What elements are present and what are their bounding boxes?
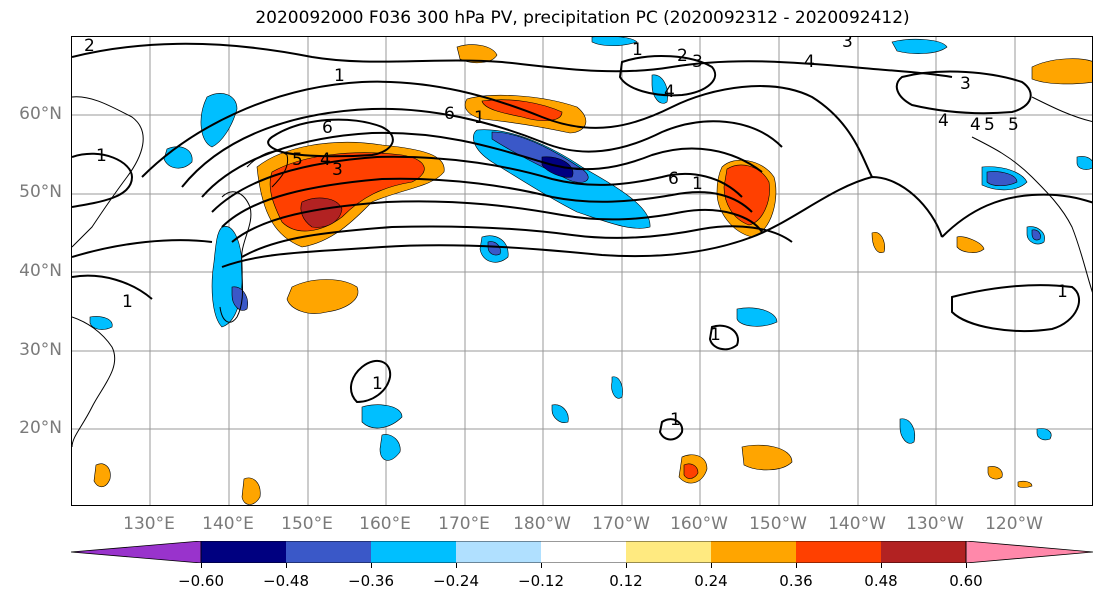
contour-label: 2 <box>84 37 95 56</box>
cbar-tickmark <box>966 563 967 568</box>
contour-label: 1 <box>1057 282 1068 302</box>
contour-label: 1 <box>96 146 107 166</box>
lat-label-50n: 50°N <box>19 182 62 202</box>
contour-label: 4 <box>938 111 949 131</box>
contour-label: 6 <box>668 169 679 189</box>
lon-label-130w: 130°W <box>906 514 964 534</box>
cbar-tickmark <box>796 563 797 568</box>
colorbar-swatch <box>626 541 711 563</box>
cbar-tick-label: −0.48 <box>263 572 309 590</box>
cbar-tickmark <box>201 563 202 568</box>
contour-label: 1 <box>372 374 383 394</box>
contour-label: 1 <box>632 40 643 60</box>
contour-label: 1 <box>670 410 681 430</box>
contour-label: 6 <box>444 104 455 124</box>
contour-label-group: 2 1 1 3 4 5 6 1 5 4 3 6 1 6 1 4 3 2 4 3 … <box>84 37 1068 430</box>
contour-label: 3 <box>960 74 971 94</box>
contour-label: 4 <box>664 82 675 102</box>
lon-label-150e: 150°E <box>281 514 333 534</box>
lon-label-130e: 130°E <box>123 514 175 534</box>
cbar-tickmark <box>286 563 287 568</box>
cbar-tick-label: −0.24 <box>433 572 479 590</box>
cbar-tick-label: −0.60 <box>178 572 224 590</box>
lat-label-20n: 20°N <box>19 418 62 438</box>
cbar-tickmark <box>456 563 457 568</box>
contour-label: 5 <box>1008 115 1019 135</box>
contour-label: 4 <box>804 52 815 72</box>
contour-label: 1 <box>710 325 721 345</box>
contour-label: 1 <box>334 66 345 86</box>
pv-contours <box>72 42 1092 441</box>
cbar-tickmark <box>881 563 882 568</box>
map-title: 2020092000 F036 300 hPa PV, precipitatio… <box>255 8 910 28</box>
cbar-tick-label: −0.12 <box>518 572 564 590</box>
contour-label: 1 <box>474 108 485 128</box>
contour-label: 5 <box>984 115 995 135</box>
colorbar-extend-high <box>965 540 1094 564</box>
colorbar-swatch <box>796 541 881 563</box>
cbar-tickmark <box>541 563 542 568</box>
map-panel: 2 1 1 3 4 5 6 1 5 4 3 6 1 6 1 4 3 2 4 3 … <box>71 36 1093 506</box>
contour-label: 1 <box>122 292 133 312</box>
colorbar-swatch <box>541 541 626 563</box>
lon-label-170w: 170°W <box>592 514 650 534</box>
colorbar-canvas <box>70 540 1094 564</box>
colorbar-swatch <box>456 541 541 563</box>
cbar-tick-label: 0.36 <box>779 572 813 590</box>
cbar-tick-label: 0.24 <box>694 572 728 590</box>
contour-label: 3 <box>842 37 853 52</box>
lon-label-120w: 120°W <box>985 514 1043 534</box>
lon-label-170e: 170°E <box>438 514 490 534</box>
colorbar-swatch <box>286 541 371 563</box>
colorbar-swatch <box>881 541 966 563</box>
contour-label: 4 <box>970 115 981 135</box>
lat-label-30n: 30°N <box>19 340 62 360</box>
contour-label: 3 <box>332 160 343 180</box>
lon-label-180w: 180°W <box>513 514 571 534</box>
colorbar <box>70 540 1094 564</box>
colorbar-swatch <box>711 541 796 563</box>
cbar-tickmark <box>626 563 627 568</box>
cbar-tickmark <box>711 563 712 568</box>
contour-label: 3 <box>692 52 703 72</box>
lon-label-160w: 160°W <box>670 514 728 534</box>
lat-label-60n: 60°N <box>19 104 62 124</box>
contour-label: 5 <box>292 150 303 170</box>
colorbar-swatch <box>371 541 456 563</box>
cbar-tick-label: −0.36 <box>348 572 394 590</box>
precip-positive-shading <box>93 44 1092 505</box>
contour-label: 1 <box>692 174 703 194</box>
cbar-tick-label: 0.60 <box>949 572 983 590</box>
lon-label-160e: 160°E <box>359 514 411 534</box>
colorbar-extend-low <box>70 540 202 564</box>
map-canvas: 2 1 1 3 4 5 6 1 5 4 3 6 1 6 1 4 3 2 4 3 … <box>72 37 1092 505</box>
contour-label: 2 <box>677 46 688 66</box>
cbar-tick-label: 0.12 <box>609 572 643 590</box>
coastlines <box>72 96 1092 448</box>
contour-label: 4 <box>320 150 331 170</box>
lon-label-140e: 140°E <box>202 514 254 534</box>
precip-negative-shading <box>89 37 1092 461</box>
cbar-tickmark <box>371 563 372 568</box>
lon-label-150w: 150°W <box>749 514 807 534</box>
cbar-tick-label: 0.48 <box>864 572 898 590</box>
colorbar-swatch <box>201 541 286 563</box>
lon-label-140w: 140°W <box>828 514 886 534</box>
lat-label-40n: 40°N <box>19 261 62 281</box>
contour-label: 6 <box>322 118 333 138</box>
